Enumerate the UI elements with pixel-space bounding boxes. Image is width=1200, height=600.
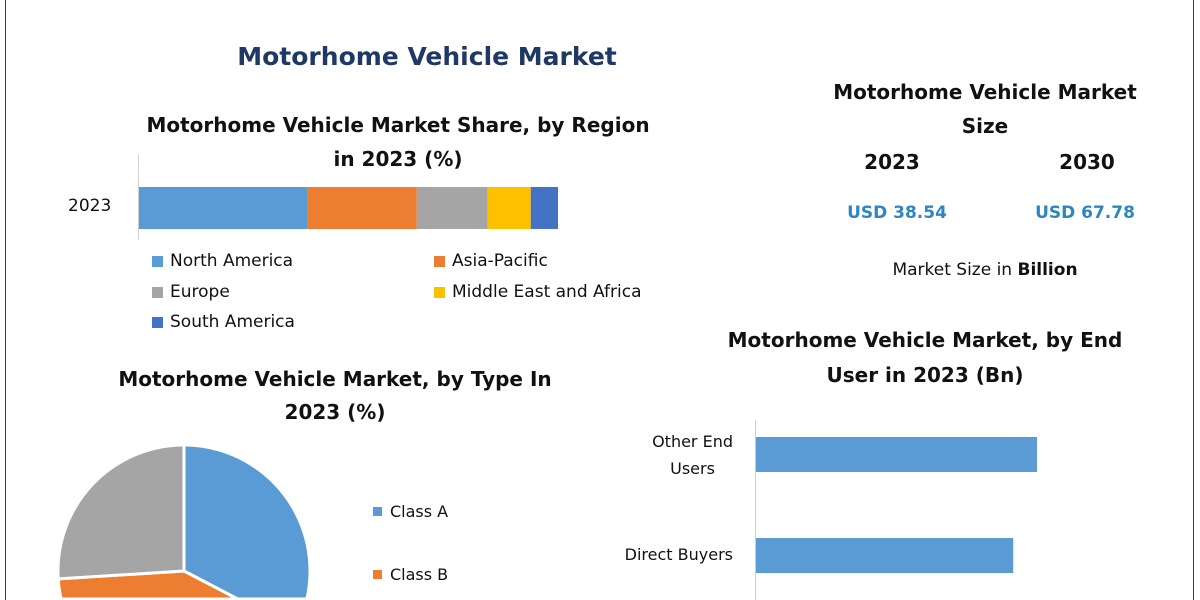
region-bar-segment-europe bbox=[416, 187, 488, 229]
region-legend-item: Middle East and Africa bbox=[434, 282, 642, 302]
legend-label: Asia-Pacific bbox=[452, 251, 548, 271]
enduser-bar-other-end-users bbox=[756, 437, 1037, 472]
region-bar-segment-middle-east-and-africa bbox=[487, 187, 531, 229]
type-legend-item: Class A bbox=[373, 502, 448, 521]
market-size-value-2030: USD 67.78 bbox=[1035, 203, 1135, 223]
legend-swatch bbox=[434, 286, 445, 298]
market-size-unit: Market Size in Billion bbox=[892, 260, 1077, 280]
pie-slice-other bbox=[56, 443, 186, 581]
region-chart-category-label: 2023 bbox=[68, 196, 112, 216]
region-legend-item: South America bbox=[152, 312, 295, 332]
region-legend-item: Asia-Pacific bbox=[434, 251, 548, 271]
legend-label: North America bbox=[170, 251, 294, 271]
legend-label: South America bbox=[170, 312, 295, 332]
legend-swatch bbox=[152, 255, 163, 267]
pie-slice-class-a bbox=[182, 443, 312, 600]
legend-label: Class A bbox=[390, 502, 449, 521]
legend-swatch bbox=[373, 570, 382, 579]
enduser-category-label: Direct Buyers bbox=[625, 541, 733, 568]
type-chart-title-line1: Motorhome Vehicle Market, by Type In bbox=[118, 367, 552, 391]
legend-swatch bbox=[373, 507, 382, 516]
region-legend-item: North America bbox=[152, 251, 293, 271]
enduser-category-label: Other End Users bbox=[652, 428, 733, 482]
type-chart-title-line2: 2023 (%) bbox=[284, 400, 386, 424]
market-size-title-line2: Size bbox=[961, 114, 1009, 138]
legend-label: Middle East and Africa bbox=[452, 282, 642, 302]
market-size-year-2030: 2030 bbox=[1059, 150, 1115, 174]
region-chart-title-line2: in 2023 (%) bbox=[333, 147, 463, 171]
category-label-line: Direct Buyers bbox=[624, 545, 733, 564]
infographic-frame bbox=[5, 0, 1194, 600]
legend-swatch bbox=[152, 286, 163, 298]
legend-label: Europe bbox=[170, 282, 230, 302]
market-size-year-2023: 2023 bbox=[864, 150, 920, 174]
enduser-bar-direct-buyers bbox=[756, 538, 1014, 573]
region-chart-title-line1: Motorhome Vehicle Market Share, by Regio… bbox=[146, 113, 650, 137]
type-legend-item: Class B bbox=[373, 565, 448, 584]
legend-swatch bbox=[152, 316, 163, 328]
legend-label: Class B bbox=[390, 565, 449, 584]
market-size-title-line1: Motorhome Vehicle Market bbox=[833, 80, 1137, 104]
enduser-chart-title-line1: Motorhome Vehicle Market, by End bbox=[727, 328, 1123, 352]
pie-slice-class-b bbox=[56, 569, 240, 600]
enduser-chart-title-line2: User in 2023 (Bn) bbox=[826, 363, 1024, 387]
legend-swatch bbox=[434, 255, 445, 267]
region-bar-segment-north-america bbox=[139, 187, 308, 229]
region-bar-segment-asia-pacific bbox=[307, 187, 417, 229]
market-size-value-2023: USD 38.54 bbox=[847, 203, 947, 223]
main-title: Motorhome Vehicle Market bbox=[237, 42, 617, 71]
region-bar-segment-south-america bbox=[530, 187, 558, 229]
category-label-line: Other End bbox=[652, 432, 733, 451]
category-label-line: Users bbox=[670, 459, 715, 478]
region-legend-item: Europe bbox=[152, 282, 230, 302]
market-size-unit-prefix: Market Size in bbox=[892, 260, 1018, 280]
market-size-unit-bold: Billion bbox=[1017, 260, 1078, 280]
